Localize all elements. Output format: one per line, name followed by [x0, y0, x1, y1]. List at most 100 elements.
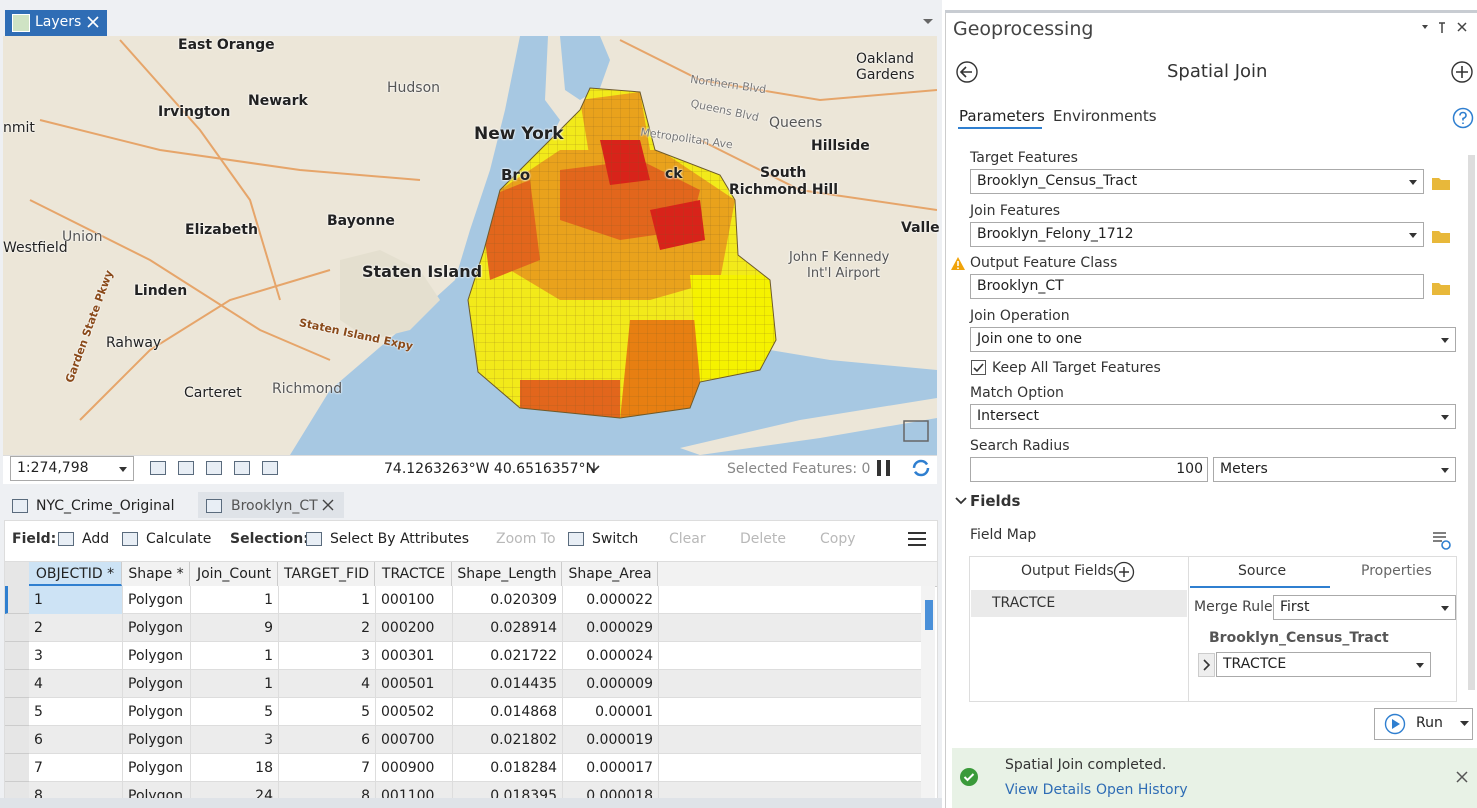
- table-cell[interactable]: Polygon: [123, 642, 191, 670]
- table-cell[interactable]: 0.00001: [563, 698, 659, 726]
- table-cell[interactable]: 7: [29, 754, 123, 782]
- chevron[interactable]: [955, 496, 967, 506]
- table-cell[interactable]: 000501: [376, 670, 453, 698]
- table-cell[interactable]: 2: [279, 614, 376, 642]
- table-cell[interactable]: 0.000017: [563, 754, 659, 782]
- run-arrow[interactable]: [1460, 721, 1469, 727]
- table-cell[interactable]: 6: [279, 726, 376, 754]
- field-map-icon[interactable]: [1432, 531, 1452, 551]
- table-cell[interactable]: Polygon: [123, 754, 191, 782]
- table-cell[interactable]: 7: [279, 754, 376, 782]
- row-header[interactable]: [5, 642, 29, 670]
- scrollbar-thumb[interactable]: [925, 600, 933, 630]
- column-header[interactable]: Shape *: [123, 562, 190, 586]
- table-cell[interactable]: 6: [29, 726, 123, 754]
- table-cell[interactable]: 0.018284: [453, 754, 563, 782]
- toolbar-button[interactable]: Delete: [740, 531, 786, 547]
- toolbar-button[interactable]: Switch: [592, 531, 639, 547]
- toolbar-button[interactable]: Zoom To: [496, 531, 556, 547]
- table-cell[interactable]: 5: [279, 698, 376, 726]
- table-cell[interactable]: 0.014435: [453, 670, 563, 698]
- table-cell[interactable]: 1: [191, 670, 279, 698]
- table-cell[interactable]: 4: [279, 670, 376, 698]
- param-input[interactable]: 100: [970, 457, 1208, 482]
- close-icon[interactable]: [1456, 771, 1468, 783]
- table-cell[interactable]: 3: [29, 642, 123, 670]
- table-cell[interactable]: 000200: [376, 614, 453, 642]
- table-cell[interactable]: Polygon: [123, 670, 191, 698]
- table-cell[interactable]: 18: [191, 754, 279, 782]
- table-cell[interactable]: 0.000022: [563, 586, 659, 614]
- row-header[interactable]: [5, 754, 29, 782]
- tool-icon[interactable]: [150, 461, 166, 475]
- param-input[interactable]: Brooklyn_CT: [970, 274, 1424, 299]
- table-row[interactable]: [5, 782, 921, 799]
- table-cell[interactable]: Polygon: [123, 586, 191, 614]
- row-header[interactable]: [5, 698, 29, 726]
- table-tab[interactable]: NYC_Crime_Original: [36, 498, 175, 514]
- table-cell[interactable]: 8: [279, 782, 376, 799]
- field-name[interactable]: TRACTCE: [992, 595, 1056, 611]
- table-cell[interactable]: 0.020309: [453, 586, 563, 614]
- table-cell[interactable]: 0.000009: [563, 670, 659, 698]
- toolbar-button[interactable]: Copy: [820, 531, 856, 547]
- chevron[interactable]: [588, 465, 600, 473]
- param-input[interactable]: Join one to one: [970, 327, 1456, 352]
- table-cell[interactable]: 4: [29, 670, 123, 698]
- add-field[interactable]: [1113, 561, 1135, 583]
- table-cell[interactable]: 2: [29, 614, 123, 642]
- menu-arrow[interactable]: [923, 18, 933, 26]
- table-row[interactable]: [5, 754, 921, 782]
- table-cell[interactable]: 24: [191, 782, 279, 799]
- table-cell[interactable]: 000700: [376, 726, 453, 754]
- table-row[interactable]: [5, 670, 921, 698]
- run-label[interactable]: Run: [1416, 715, 1443, 731]
- table-cell[interactable]: 0.000019: [563, 726, 659, 754]
- tool-icon[interactable]: [262, 461, 278, 475]
- tool-icon[interactable]: [206, 461, 222, 475]
- link[interactable]: View Details: [1005, 782, 1092, 798]
- toolbar-button[interactable]: Add: [82, 531, 110, 547]
- close-icon[interactable]: [322, 499, 334, 511]
- table-cell[interactable]: 001100: [376, 782, 453, 799]
- folder-icons[interactable]: [1431, 174, 1453, 304]
- table-cell[interactable]: 0.021802: [453, 726, 563, 754]
- column-header[interactable]: OBJECTID *: [29, 562, 122, 586]
- add-button[interactable]: [1451, 61, 1473, 83]
- table-cell[interactable]: 000100: [376, 586, 453, 614]
- menu-icon[interactable]: [908, 531, 926, 547]
- toolbar-button[interactable]: Calculate: [146, 531, 212, 547]
- checkbox-label[interactable]: Keep All Target Features: [992, 360, 1161, 376]
- back-button[interactable]: [956, 61, 978, 83]
- table-cell[interactable]: 9: [191, 614, 279, 642]
- tab[interactable]: Environments: [1053, 107, 1157, 125]
- table-cell[interactable]: Polygon: [123, 698, 191, 726]
- expand-button[interactable]: [1198, 653, 1215, 677]
- row-header[interactable]: [5, 614, 29, 642]
- column-header[interactable]: Shape_Area: [563, 562, 658, 586]
- table-cell[interactable]: 1: [191, 586, 279, 614]
- section-header[interactable]: Fields: [970, 492, 1021, 510]
- table-cell[interactable]: 3: [191, 726, 279, 754]
- selected-field-row[interactable]: [971, 590, 1187, 617]
- link[interactable]: Open History: [1096, 782, 1188, 798]
- tab-label[interactable]: Layers: [35, 14, 82, 30]
- table-cell[interactable]: 3: [279, 642, 376, 670]
- table-row[interactable]: [5, 698, 921, 726]
- pane-controls[interactable]: [1420, 22, 1470, 34]
- toolbar-button[interactable]: Clear: [669, 531, 706, 547]
- table-cell[interactable]: 1: [279, 586, 376, 614]
- merge-rule[interactable]: First: [1273, 595, 1456, 620]
- table-row[interactable]: [5, 614, 921, 642]
- scale-dropdown[interactable]: 1:274,798: [10, 456, 134, 481]
- table-cell[interactable]: 0.021722: [453, 642, 563, 670]
- table-cell[interactable]: 8: [29, 782, 123, 799]
- pause-icon[interactable]: [877, 460, 881, 476]
- checkbox[interactable]: [971, 360, 987, 376]
- table-cell[interactable]: 0.000018: [563, 782, 659, 799]
- row-header[interactable]: [5, 782, 29, 799]
- scrollbar[interactable]: [1468, 155, 1475, 690]
- column-header[interactable]: Shape_Length: [453, 562, 562, 586]
- table-cell[interactable]: 1: [29, 586, 123, 614]
- table-cell[interactable]: 0.018395: [453, 782, 563, 799]
